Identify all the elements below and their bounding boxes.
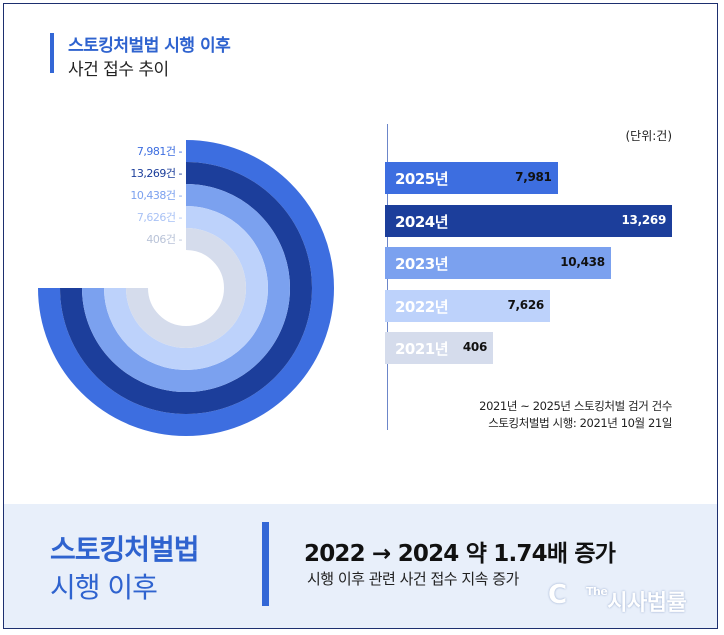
bar-value-label: 13,269: [621, 212, 666, 227]
footer-accent-bar: [262, 522, 269, 606]
watermark-text: The시사법률: [586, 585, 687, 616]
unit-label: (단위:건): [625, 129, 672, 143]
ring-label: 10,438건 -: [130, 189, 182, 202]
chart-subtitle: 사건 접수 추이: [68, 60, 169, 80]
ring-label: 13,269건 -: [130, 167, 182, 180]
ring-arc-2025년: [38, 140, 334, 436]
bar-value-label: 7,626: [507, 297, 544, 312]
ring-label: 7,981건 -: [137, 145, 183, 158]
ring-arc-2021년: [126, 228, 246, 348]
bar-year-label: 2022년: [395, 297, 449, 316]
watermark-logo: C The시사법률: [548, 578, 708, 616]
bar-value-label: 7,981: [515, 170, 552, 184]
bar-year-label: 2024년: [395, 212, 449, 231]
footer-headline: 2022 → 2024 약 1.74배 증가: [304, 541, 616, 567]
footer-subline: 시행 이후 관련 사건 접수 지속 증가: [307, 570, 519, 588]
ring-label: 7,626건 -: [137, 211, 183, 224]
bar-value-label: 406: [462, 340, 487, 354]
bar-2021년: 2021년 406: [385, 332, 493, 364]
bar-2022년: 2022년 7,626: [385, 289, 550, 322]
note-line-2: 스토킹처벌법 시행: 2021년 10월 21일: [488, 416, 672, 430]
ring-arc-2022년: [104, 206, 268, 370]
bar-year-label: 2023년: [395, 255, 449, 273]
ring-arc-2023년: [82, 184, 290, 392]
bar-year-label: 2025년: [395, 170, 449, 188]
title-accent-bar: [50, 33, 54, 73]
ring-label: 406건 -: [146, 233, 182, 246]
bar-2023년: 2023년 10,438: [385, 247, 611, 279]
note-line-1: 2021년 ~ 2025년 스토킹처벌 검거 건수: [479, 399, 672, 413]
footer-title-line2: 시행 이후: [50, 571, 158, 604]
footer-panel: 스토킹처벌법 시행 이후 2022 → 2024 약 1.74배 증가 시행 이…: [4, 504, 717, 628]
bar-2024년: 2024년 13,269: [385, 204, 672, 237]
bar-2025년: 2025년 7,981: [385, 162, 558, 194]
chart-title: 스토킹처벌법 시행 이후: [68, 36, 231, 56]
footer-title-line1: 스토킹처벌법: [50, 533, 200, 566]
bar-value-label: 10,438: [560, 255, 605, 269]
ring-arc-2024년: [60, 162, 312, 414]
watermark-c-icon: C: [548, 580, 568, 610]
bar-year-label: 2021년: [395, 340, 449, 358]
